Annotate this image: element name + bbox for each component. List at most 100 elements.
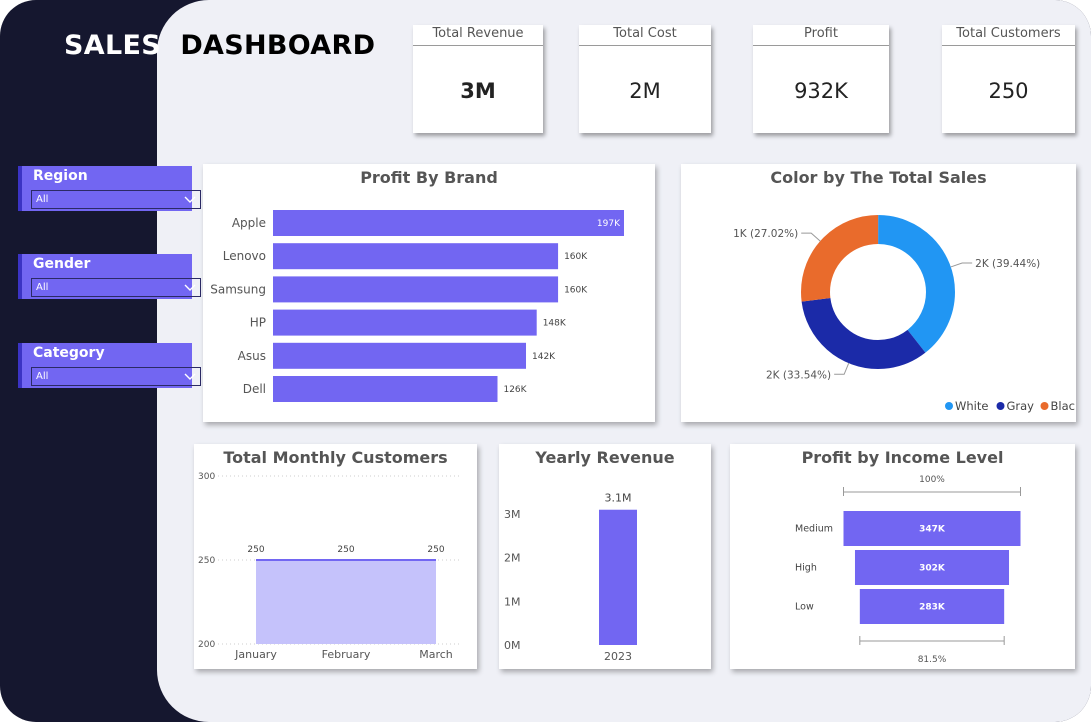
donut-leader-line	[950, 262, 973, 268]
funnel-data-label: 302K	[919, 564, 946, 574]
y-tick-label: 1M	[504, 595, 521, 608]
yearly-revenue-bar	[599, 509, 637, 645]
gender-dropdown[interactable]: All	[31, 278, 201, 297]
chart-title: Yearly Revenue	[535, 448, 675, 467]
chevron-down-icon	[184, 284, 196, 291]
brand-category-label: Dell	[243, 382, 266, 396]
kpi-label: Total Revenue	[413, 25, 543, 46]
monthly-customers-card: Total Monthly Customers 200 250 300 250 Janu…	[194, 444, 477, 669]
funnel-category-label: Low	[795, 602, 814, 613]
donut-data-label: 1K (27.02%)	[733, 228, 798, 240]
y-tick-label: 0M	[504, 639, 521, 652]
funnel-bottom-label: 81.5%	[918, 655, 947, 665]
slicer-region: Region All	[18, 166, 201, 211]
brand-bar	[273, 276, 559, 303]
kpi-value: 2M	[629, 79, 661, 103]
chart-title: Profit by Income Level	[801, 448, 1004, 467]
chevron-down-icon	[184, 373, 196, 380]
donut-leader-line	[801, 232, 821, 242]
kpi-label: Total Cost	[579, 25, 711, 46]
brand-bar	[273, 243, 559, 270]
slicer-accent-bar	[18, 166, 22, 211]
title-part-2: DASHBOARD	[180, 30, 376, 61]
bar-data-label: 3.1M	[605, 492, 632, 505]
income-level-card: Profit by Income Level 100% Medium 347K Hig…	[730, 444, 1075, 669]
brand-category-label: Lenovo	[223, 249, 266, 263]
brand-bar	[273, 210, 624, 236]
slicer-label: Category	[33, 345, 105, 361]
area-data-label: 250	[247, 545, 264, 555]
legend-label: Gray	[1007, 399, 1035, 413]
kpi-card-profit: Profit 932K	[753, 25, 889, 133]
kpi-card-total-customers: Total Customers 250	[942, 25, 1075, 133]
chevron-down-icon	[184, 196, 196, 203]
dropdown-value: All	[36, 282, 49, 293]
dropdown-value: All	[36, 371, 49, 382]
funnel-category-label: Medium	[795, 524, 833, 535]
y-tick-label: 250	[198, 556, 215, 566]
donut-data-label: 2K (39.44%)	[975, 258, 1040, 270]
slicer-label: Region	[33, 168, 88, 184]
chart-title: Total Monthly Customers	[223, 448, 448, 467]
brand-data-label: 142K	[532, 352, 556, 362]
kpi-card-total-cost: Total Cost 2M	[579, 25, 711, 133]
y-tick-label: 300	[198, 472, 215, 482]
color-sales-card: Color by The Total Sales 2K (39.44%) 2K (…	[681, 164, 1076, 422]
legend-label: Black	[1051, 399, 1077, 413]
donut-slice-white	[801, 215, 955, 369]
legend-marker	[1040, 402, 1049, 410]
funnel-bar	[854, 550, 1010, 585]
profit-by-brand-chart: Apple 197K Lenovo 160K Samsung 160K HP 148K Asus…	[210, 210, 624, 402]
area-data-label: 250	[337, 545, 354, 555]
brand-category-label: Asus	[238, 349, 266, 363]
funnel-bottom-bracket	[859, 636, 1005, 645]
slicer-label: Gender	[33, 256, 91, 272]
area-data-label: 250	[427, 545, 444, 555]
brand-data-label: 160K	[564, 285, 588, 295]
kpi-label: Total Customers	[942, 25, 1075, 46]
funnel-top-label: 100%	[919, 475, 945, 485]
yearly-revenue-chart: 0M 1M 2M 3M 3.1M 2023	[504, 492, 637, 663]
funnel-top-bracket	[843, 487, 1021, 496]
x-tick-label: 2023	[604, 650, 632, 663]
funnel-data-label: 283K	[919, 603, 946, 613]
x-tick-label: March	[419, 648, 453, 661]
slicer-gender: Gender All	[18, 254, 201, 299]
brand-data-label: 126K	[503, 385, 527, 395]
dropdown-value: All	[36, 194, 49, 205]
slicer-accent-bar	[18, 343, 22, 388]
donut-slice-gray	[801, 215, 955, 369]
donut-leader-line	[834, 363, 850, 375]
income-level-chart: 100% Medium 347K High 302K Low 283K 81.5%	[795, 475, 1021, 665]
donut-slice-black	[801, 215, 955, 369]
yearly-revenue-card: Yearly Revenue 0M 1M 2M 3M 3.1M 2023	[499, 444, 711, 669]
slicer-accent-bar	[18, 254, 22, 299]
y-tick-label: 2M	[504, 552, 521, 565]
region-dropdown[interactable]: All	[31, 190, 201, 209]
kpi-value: 932K	[794, 79, 848, 103]
area-fill	[256, 560, 436, 644]
brand-data-label: 148K	[543, 319, 567, 329]
brand-bar	[273, 342, 527, 369]
brand-category-label: Apple	[232, 216, 266, 230]
y-tick-label: 200	[198, 640, 215, 650]
x-tick-label: January	[234, 648, 277, 661]
brand-data-label: 197K	[597, 219, 621, 229]
category-dropdown[interactable]: All	[31, 367, 201, 386]
title-part-1: SALES	[64, 30, 161, 61]
kpi-label: Profit	[753, 25, 889, 46]
profit-by-brand-card: Profit By Brand Apple 197K Lenovo 160K Samsu…	[203, 164, 655, 422]
legend-label: White	[955, 399, 988, 413]
funnel-data-label: 347K	[919, 525, 946, 535]
donut-data-label: 2K (33.54%)	[766, 369, 831, 381]
funnel-category-label: High	[795, 563, 817, 574]
brand-bar	[273, 309, 537, 336]
brand-bar	[273, 376, 498, 402]
brand-category-label: Samsung	[210, 282, 266, 296]
brand-data-label: 160K	[564, 252, 588, 262]
funnel-bar	[843, 511, 1021, 546]
y-tick-label: 3M	[504, 508, 521, 521]
x-tick-label: February	[322, 648, 371, 661]
color-sales-chart: 2K (39.44%) 2K (33.54%) 1K (27.02%) White Gr…	[733, 215, 1077, 413]
slicer-category: Category All	[18, 343, 201, 388]
